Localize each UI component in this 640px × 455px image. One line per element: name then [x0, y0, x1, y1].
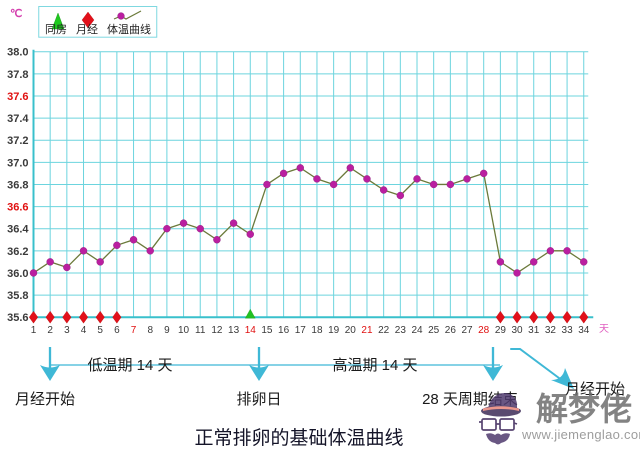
svg-text:解梦佬: 解梦佬 — [536, 391, 632, 427]
svg-text:www.jiemenglao.com: www.jiemenglao.com — [521, 427, 640, 442]
